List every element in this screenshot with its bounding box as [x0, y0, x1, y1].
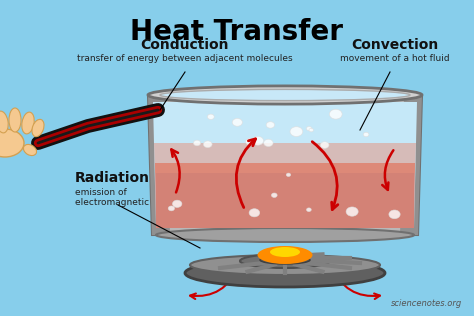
Polygon shape: [153, 102, 417, 228]
Ellipse shape: [272, 193, 277, 198]
Ellipse shape: [309, 128, 313, 132]
Text: Convection: Convection: [351, 38, 438, 52]
Ellipse shape: [168, 206, 174, 211]
Ellipse shape: [306, 126, 312, 131]
Polygon shape: [400, 95, 422, 235]
Ellipse shape: [148, 86, 422, 104]
Ellipse shape: [389, 210, 400, 219]
Ellipse shape: [208, 114, 214, 119]
Polygon shape: [148, 95, 170, 235]
Ellipse shape: [232, 118, 242, 126]
Ellipse shape: [9, 108, 21, 132]
Ellipse shape: [264, 139, 273, 147]
Ellipse shape: [240, 254, 330, 268]
Ellipse shape: [346, 207, 358, 216]
Text: Heat Transfer: Heat Transfer: [130, 18, 344, 46]
Ellipse shape: [156, 228, 414, 242]
Ellipse shape: [290, 127, 303, 137]
Ellipse shape: [252, 137, 264, 145]
Ellipse shape: [307, 208, 311, 211]
Text: emission of
electromagnetic rays: emission of electromagnetic rays: [75, 188, 171, 207]
Ellipse shape: [22, 112, 34, 134]
Ellipse shape: [185, 259, 385, 287]
Ellipse shape: [0, 111, 8, 133]
Polygon shape: [148, 95, 422, 235]
Text: transfer of energy between adjacent molecules: transfer of energy between adjacent mole…: [77, 54, 293, 63]
Ellipse shape: [286, 173, 291, 176]
Ellipse shape: [193, 140, 201, 146]
Text: Radiation: Radiation: [75, 171, 150, 185]
Text: Conduction: Conduction: [141, 38, 229, 52]
Polygon shape: [154, 143, 416, 173]
Ellipse shape: [160, 89, 410, 100]
Ellipse shape: [0, 129, 24, 157]
Ellipse shape: [190, 255, 380, 275]
Ellipse shape: [173, 200, 182, 207]
Ellipse shape: [249, 209, 260, 217]
Text: sciencenotes.org: sciencenotes.org: [391, 299, 462, 308]
Ellipse shape: [32, 119, 44, 137]
Ellipse shape: [23, 144, 36, 155]
Ellipse shape: [329, 109, 342, 119]
Ellipse shape: [246, 138, 255, 145]
Polygon shape: [155, 163, 415, 228]
Ellipse shape: [320, 142, 329, 148]
Ellipse shape: [257, 246, 312, 264]
Ellipse shape: [203, 141, 212, 148]
Text: movement of a hot fluid: movement of a hot fluid: [340, 54, 450, 63]
Ellipse shape: [270, 247, 300, 257]
Ellipse shape: [266, 122, 274, 128]
Ellipse shape: [364, 132, 369, 137]
Ellipse shape: [260, 256, 310, 264]
